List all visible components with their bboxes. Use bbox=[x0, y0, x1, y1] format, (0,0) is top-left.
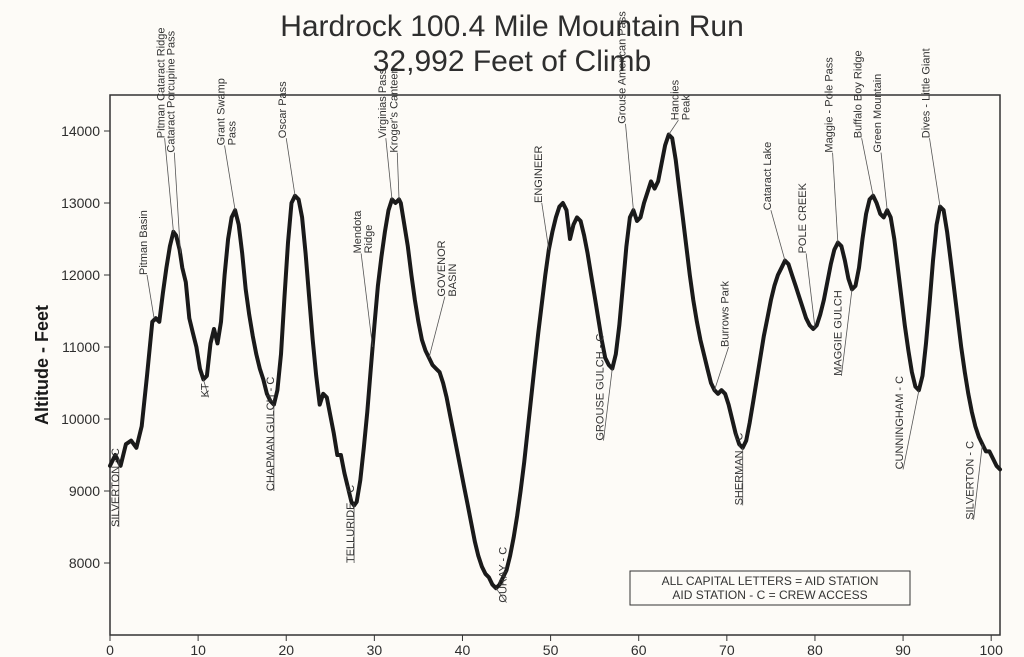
x-tick-label: 50 bbox=[543, 642, 559, 657]
callout-label: Oscar Pass bbox=[277, 81, 289, 138]
x-tick-label: 80 bbox=[807, 642, 823, 657]
title-line2: 32,992 Feet of Climb bbox=[373, 45, 651, 78]
y-tick-label: 14000 bbox=[61, 123, 100, 139]
callout-leader bbox=[881, 153, 887, 211]
callout-label: MAGGIE GULCH bbox=[832, 290, 844, 376]
callout-leader bbox=[429, 297, 445, 358]
x-tick-label: 90 bbox=[895, 642, 911, 657]
callout-leader bbox=[397, 153, 399, 200]
x-tick-label: 70 bbox=[719, 642, 735, 657]
legend-line1: ALL CAPITAL LETTERS = AID STATION bbox=[662, 574, 879, 588]
callout-leader bbox=[714, 347, 728, 390]
x-tick-label: 0 bbox=[106, 642, 114, 657]
x-tick-label: 30 bbox=[367, 642, 383, 657]
callout-leader bbox=[930, 138, 941, 206]
callout-label: ENGINEER bbox=[533, 145, 545, 203]
callout-leader bbox=[225, 145, 236, 210]
callout-label: SHERMAN - C bbox=[734, 433, 746, 506]
callout-leader bbox=[147, 275, 154, 318]
y-tick-label: 9000 bbox=[69, 483, 100, 499]
y-tick-label: 12000 bbox=[61, 267, 100, 283]
x-tick-label: 60 bbox=[631, 642, 647, 657]
callout-label: CHAPMAN GULCH - C bbox=[265, 377, 277, 491]
callout-label: BASIN bbox=[447, 264, 459, 297]
x-tick-label: 100 bbox=[980, 642, 1004, 657]
x-tick-label: 10 bbox=[190, 642, 206, 657]
callout-label: GROUSE GULCH - C bbox=[594, 334, 606, 441]
callout-label: POLE CREEK bbox=[797, 182, 809, 253]
y-axis-label: Altitude - Feet bbox=[32, 305, 52, 425]
x-tick-label: 40 bbox=[455, 642, 471, 657]
callout-leader bbox=[669, 120, 679, 134]
callout-label: Burrows Park bbox=[720, 280, 732, 347]
x-tick-label: 20 bbox=[278, 642, 294, 657]
y-tick-label: 13000 bbox=[61, 195, 100, 211]
callout-label: Cataract Lake bbox=[762, 142, 774, 210]
chart-container: Hardrock 100.4 Mile Mountain Run 32,992 … bbox=[0, 0, 1024, 657]
y-tick-label: 8000 bbox=[69, 555, 100, 571]
callout-label: Peak bbox=[680, 95, 692, 121]
chart-title: Hardrock 100.4 Mile Mountain Run 32,992 … bbox=[0, 10, 1024, 79]
y-tick-label: 11000 bbox=[62, 339, 100, 355]
callout-label: CUNNINGHAM - C bbox=[894, 376, 906, 470]
callout-label: Kroger's Canteen bbox=[388, 67, 400, 152]
callout-label: SILVERTON - C bbox=[965, 441, 977, 520]
callout-leader bbox=[771, 210, 785, 260]
elevation-profile bbox=[110, 135, 1000, 589]
legend-line2: AID STATION - C = CREW ACCESS bbox=[672, 588, 867, 602]
callout-label: TELLURIDE - C bbox=[345, 485, 357, 563]
callout-leader bbox=[833, 153, 838, 243]
callout-label: Pitman Basin bbox=[138, 210, 150, 275]
elevation-chart: 8000 9000 10000 11000 12000 13000 14000 0 10 20 30… bbox=[0, 0, 1024, 657]
plot-border bbox=[110, 95, 1000, 635]
callout-leader bbox=[542, 203, 549, 250]
title-line1: Hardrock 100.4 Mile Mountain Run bbox=[280, 10, 744, 43]
callout-label: KT bbox=[200, 383, 212, 397]
callout-label: Ridge bbox=[363, 225, 375, 254]
callout-label: OURAY - C bbox=[498, 547, 510, 603]
callout-label: Green Mountain bbox=[872, 74, 884, 153]
callout-label: SILVERTON - C bbox=[110, 448, 122, 527]
callout-leader bbox=[361, 253, 372, 347]
callout-leader bbox=[625, 124, 633, 210]
y-tick-label: 10000 bbox=[61, 411, 100, 427]
callout-leader bbox=[286, 138, 295, 196]
callout-label: Pass bbox=[227, 120, 239, 145]
